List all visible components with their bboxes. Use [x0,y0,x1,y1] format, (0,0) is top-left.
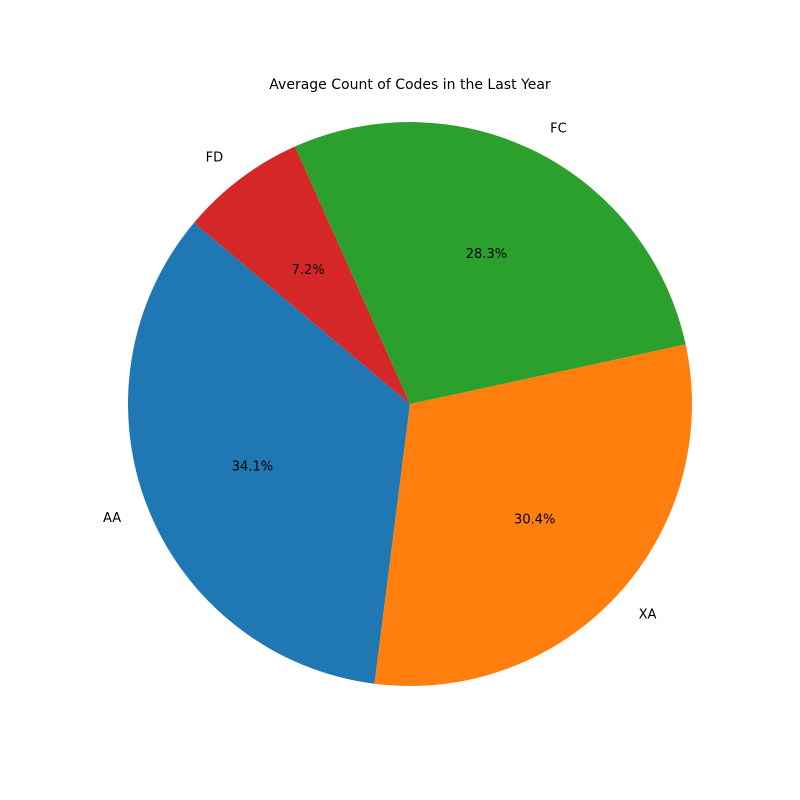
pie-slice-fd [193,146,410,405]
percent-label-fd: 7.2% [292,263,325,278]
pie-slice-fc [294,122,686,405]
chart-title: Average Count of Codes in the Last Year [269,77,551,93]
slice-label-fd: FD [206,150,224,165]
slice-label-aa: AA [103,511,121,526]
slice-label-fc: FC [550,121,567,136]
pie-slice-aa [128,222,410,684]
percent-label-fc: 28.3% [466,247,507,262]
pie-slice-xa [374,344,692,686]
pie-labels: AA 34.1% XA 30.4% FC 28.3% FD 7.2% [103,121,657,622]
pie-slices [128,122,692,686]
percent-label-aa: 34.1% [232,460,273,475]
slice-label-xa: XA [639,608,657,623]
percent-label-xa: 30.4% [514,512,555,527]
